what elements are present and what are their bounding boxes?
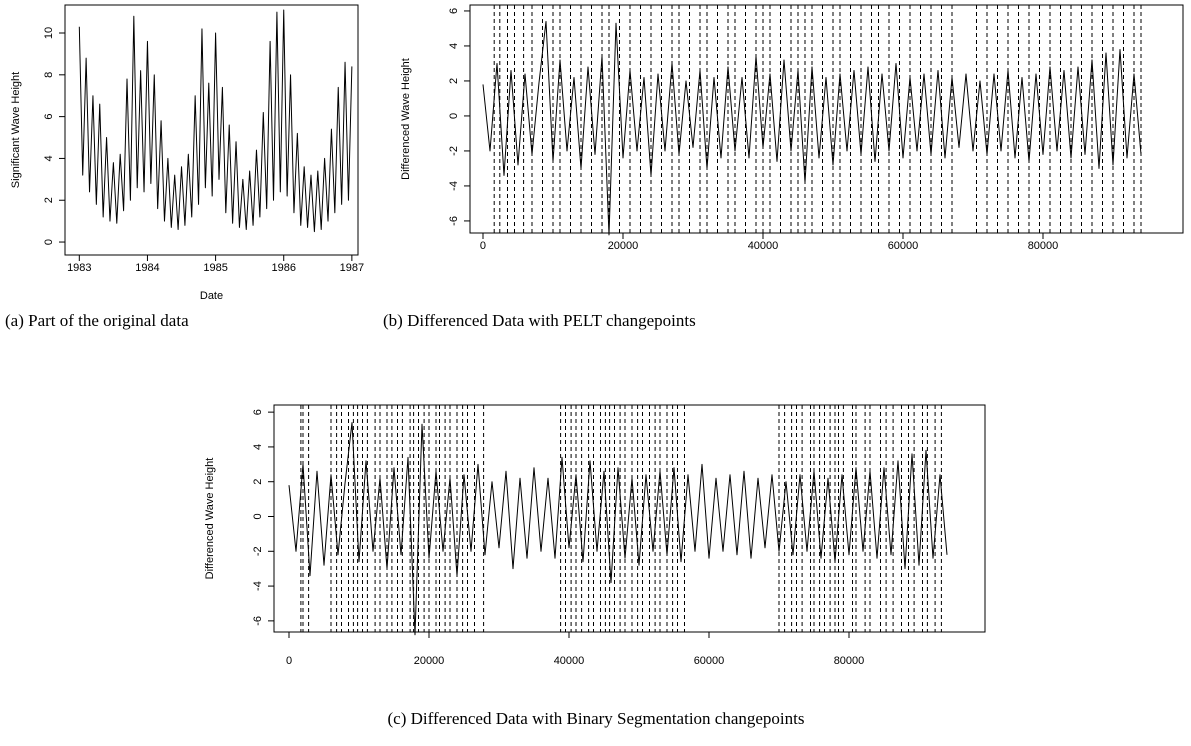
x-tick-label: 80000 (834, 655, 865, 667)
y-tick-label: 6 (448, 8, 460, 14)
y-tick-label: -6 (252, 616, 264, 626)
y-tick-label: 4 (252, 444, 264, 450)
y-tick-label: 6 (252, 409, 264, 415)
y-tick-label: 2 (43, 197, 55, 203)
plot-frame (64, 4, 359, 256)
y-tick-label: 8 (43, 72, 55, 78)
y-tick-label: -4 (252, 581, 264, 591)
x-tick-label: 80000 (1028, 240, 1059, 252)
data-line (288, 422, 948, 636)
caption: (b) Differenced Data with PELT changepoi… (383, 311, 696, 330)
x-tick-label: 1986 (271, 262, 295, 274)
y-tick-label: 2 (448, 78, 460, 84)
y-tick-label: 0 (252, 513, 264, 519)
y-tick-label: 0 (448, 113, 460, 119)
caption: (a) Part of the original data (5, 311, 189, 330)
data-line (78, 9, 353, 233)
x-tick-label: 1983 (67, 262, 91, 274)
x-tick-label: 20000 (414, 655, 445, 667)
x-tick-label: 40000 (554, 655, 585, 667)
y-axis-label: Significant Wave Height (10, 72, 22, 188)
y-tick-label: 0 (43, 239, 55, 245)
plot-frame (273, 404, 986, 633)
y-tick-label: 2 (252, 479, 264, 485)
y-tick-label: 4 (43, 155, 55, 161)
x-tick-label: 0 (286, 655, 292, 667)
x-tick-label: 1987 (340, 262, 364, 274)
y-tick-label: 10 (43, 27, 55, 39)
y-tick-label: 6 (43, 114, 55, 120)
y-axis-label: Differenced Wave Height (400, 58, 412, 180)
x-tick-label: 40000 (748, 240, 779, 252)
y-tick-label: -2 (252, 546, 264, 556)
plot-frame (469, 4, 1184, 234)
data-line (482, 20, 1142, 236)
y-axis-label: Differenced Wave Height (204, 458, 216, 580)
x-tick-label: 1984 (135, 262, 159, 274)
y-tick-label: -4 (448, 181, 460, 191)
x-tick-label: 0 (480, 240, 486, 252)
x-tick-label: 60000 (694, 655, 725, 667)
y-tick-label: -6 (448, 216, 460, 226)
x-tick-label: 20000 (608, 240, 639, 252)
x-tick-label: 60000 (888, 240, 919, 252)
x-axis-label: Date (200, 290, 223, 302)
x-tick-label: 1985 (203, 262, 227, 274)
caption: (c) Differenced Data with Binary Segment… (388, 709, 805, 728)
y-tick-label: -2 (448, 146, 460, 156)
y-tick-label: 4 (448, 43, 460, 49)
